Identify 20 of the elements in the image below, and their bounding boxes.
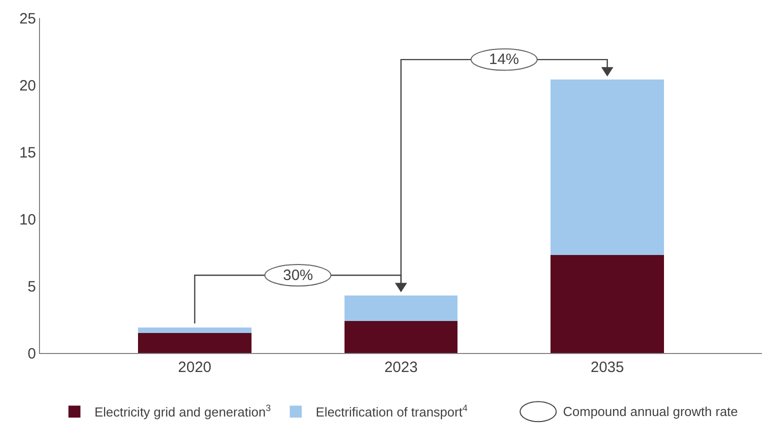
y-tick-label: 5: [28, 278, 36, 296]
bar: [550, 255, 664, 353]
y-tick-label: 0: [28, 345, 36, 362]
bar: [550, 80, 664, 256]
y-tick-label: 20: [19, 77, 36, 94]
annotation: 30%: [283, 267, 314, 284]
legend-label: Electricity grid and generation$^{3}$: [94, 403, 271, 420]
legend-label: Electrification of transport$^{4}$: [316, 403, 468, 420]
text: Compound annual growth rate: [563, 404, 738, 419]
x-tick-label: 2035: [590, 359, 624, 376]
y-tick-label: 10: [19, 211, 36, 228]
bar: [138, 332, 252, 353]
bar: [344, 295, 458, 321]
y-tick-label: 15: [19, 144, 36, 162]
x-tick-label: 2020: [178, 359, 212, 376]
x-tick-label: 2023: [384, 359, 418, 376]
bar: [344, 320, 458, 353]
bar: [138, 328, 252, 333]
y-tick-label: 25: [19, 10, 36, 28]
annotation: 14%: [489, 51, 520, 68]
